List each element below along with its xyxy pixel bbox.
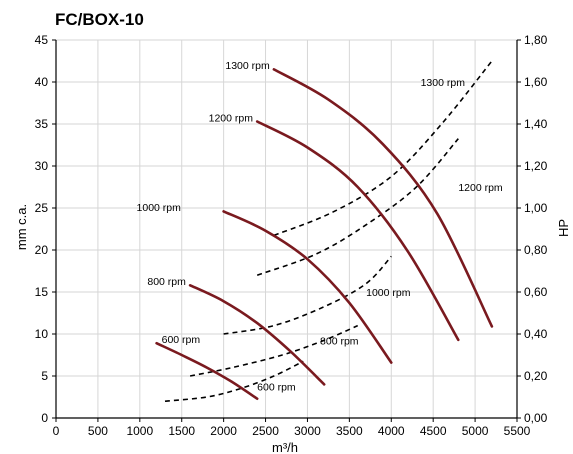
y2-tick-label: 1,60 <box>524 75 548 89</box>
x-axis-label: m³/h <box>272 440 298 454</box>
pressure-curve-label: 600 rpm <box>162 334 201 346</box>
curve-labels: 600 rpm 800 rpm 1000 rpm 1200 rpm 1300 rpm 60… <box>137 60 503 393</box>
x-tick-label: 4000 <box>378 424 405 438</box>
chart-title: FC/BOX-10 <box>55 10 144 29</box>
x-tick-label: 3000 <box>294 424 321 438</box>
x-tick-label: 1500 <box>168 424 195 438</box>
y-tick-label: 35 <box>35 117 49 131</box>
y2-tick-label: 1,40 <box>524 117 548 131</box>
y-tick-label: 15 <box>35 285 49 299</box>
y2-tick-label: 0,80 <box>524 243 548 257</box>
y2-tick-label: 1,00 <box>524 201 548 215</box>
pressure-curves <box>155 68 494 400</box>
power-curve-label: 600 rpm <box>257 382 296 394</box>
x-tick-label: 2500 <box>252 424 279 438</box>
pressure-curve-label: 1300 rpm <box>225 60 270 72</box>
pressure-curve-label: 800 rpm <box>147 276 186 288</box>
pressure-curve-1300-rpm <box>272 68 494 328</box>
y2-axis-label: HP <box>556 219 571 237</box>
x-tick-label: 500 <box>88 424 108 438</box>
grid <box>55 39 518 419</box>
y-tick-label: 40 <box>35 75 49 89</box>
y2-tick-label: 0,20 <box>524 369 548 383</box>
axes <box>52 39 521 422</box>
x-tick-label: 2000 <box>210 424 237 438</box>
power-curve-label: 1300 rpm <box>421 77 466 89</box>
power-curve-1200-rpm <box>256 138 459 276</box>
y2-tick-label: 0,60 <box>524 285 548 299</box>
pressure-curve-600-rpm <box>155 341 259 400</box>
y-tick-label: 0 <box>41 411 48 425</box>
x-tick-label: 0 <box>53 424 60 438</box>
y2-tick-label: 0,40 <box>524 327 548 341</box>
pressure-curve-1000-rpm <box>222 210 393 364</box>
power-curve-1000-rpm <box>223 255 392 335</box>
x-tick-label: 5000 <box>462 424 489 438</box>
tick-labels: 0 500 1000 1500 2000 2500 3000 3500 4000 4500 5000… <box>35 33 548 438</box>
y-axis-label: mm c.a. <box>14 204 29 250</box>
power-curve-label: 800 rpm <box>320 335 359 347</box>
y-tick-label: 5 <box>41 369 48 383</box>
y-tick-label: 25 <box>35 201 49 215</box>
power-curve-1300-rpm <box>273 60 493 237</box>
power-curve-800-rpm <box>189 324 359 377</box>
y-tick-label: 45 <box>35 33 49 47</box>
y2-tick-label: 1,20 <box>524 159 548 173</box>
y-tick-label: 30 <box>35 159 49 173</box>
y2-tick-label: 1,80 <box>524 33 548 47</box>
pressure-curve-1200-rpm <box>255 120 460 342</box>
x-tick-label: 5500 <box>504 424 531 438</box>
power-curve-label: 1000 rpm <box>366 287 411 299</box>
x-tick-label: 4500 <box>420 424 447 438</box>
y2-tick-label: 0,00 <box>524 411 548 425</box>
x-tick-label: 1000 <box>126 424 153 438</box>
pressure-curve-label: 1200 rpm <box>209 112 254 124</box>
y-tick-label: 10 <box>35 327 49 341</box>
pressure-curve-label: 1000 rpm <box>137 202 182 214</box>
x-tick-label: 3500 <box>336 424 363 438</box>
pressure-curve-800-rpm <box>188 284 326 386</box>
power-curve-label: 1200 rpm <box>458 182 503 194</box>
y-tick-label: 20 <box>35 243 49 257</box>
